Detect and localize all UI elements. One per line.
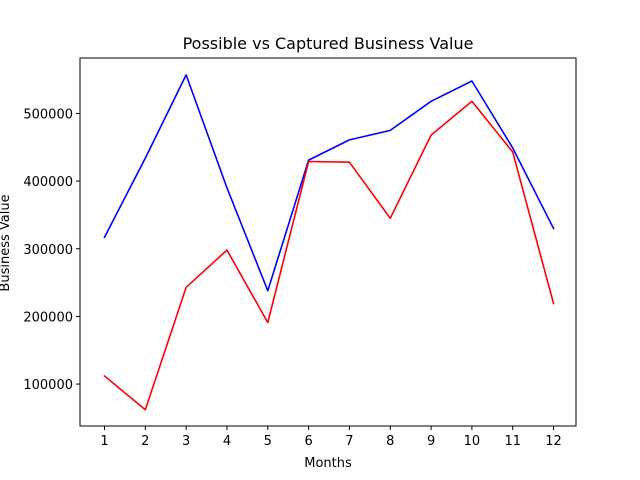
x-axis-label: Months xyxy=(304,456,352,471)
ticks-layer: 1 2 3 4 5 6 7 8 9 10 11 121000002000003000004000005… xyxy=(23,107,561,449)
x-tick-label: 4 xyxy=(223,434,231,449)
y-tick-label: 500000 xyxy=(23,107,73,122)
x-tick-label: 8 xyxy=(386,434,394,449)
chart-title: Possible vs Captured Business Value xyxy=(183,34,474,53)
plot-area xyxy=(80,58,576,426)
x-tick-label: 1 xyxy=(100,434,108,449)
x-tick-label: 9 xyxy=(427,434,435,449)
series-line-1 xyxy=(103,74,555,292)
series-layer xyxy=(103,74,555,411)
x-tick-label: 11 xyxy=(504,434,521,449)
x-tick-label: 12 xyxy=(545,434,562,449)
y-tick-label: 400000 xyxy=(23,175,73,190)
y-tick-label: 300000 xyxy=(23,243,73,258)
x-tick-label: 6 xyxy=(304,434,312,449)
x-tick-label: 3 xyxy=(182,434,190,449)
x-tick-label: 2 xyxy=(141,434,149,449)
plot-frame xyxy=(79,57,577,427)
y-tick-label: 200000 xyxy=(23,310,73,325)
x-tick-label: 5 xyxy=(264,434,272,449)
series-line-2 xyxy=(103,100,555,411)
y-axis-label: Business Value xyxy=(0,194,13,291)
y-tick-label: 100000 xyxy=(23,378,73,393)
x-tick-label: 7 xyxy=(345,434,353,449)
x-tick-label: 10 xyxy=(464,434,481,449)
